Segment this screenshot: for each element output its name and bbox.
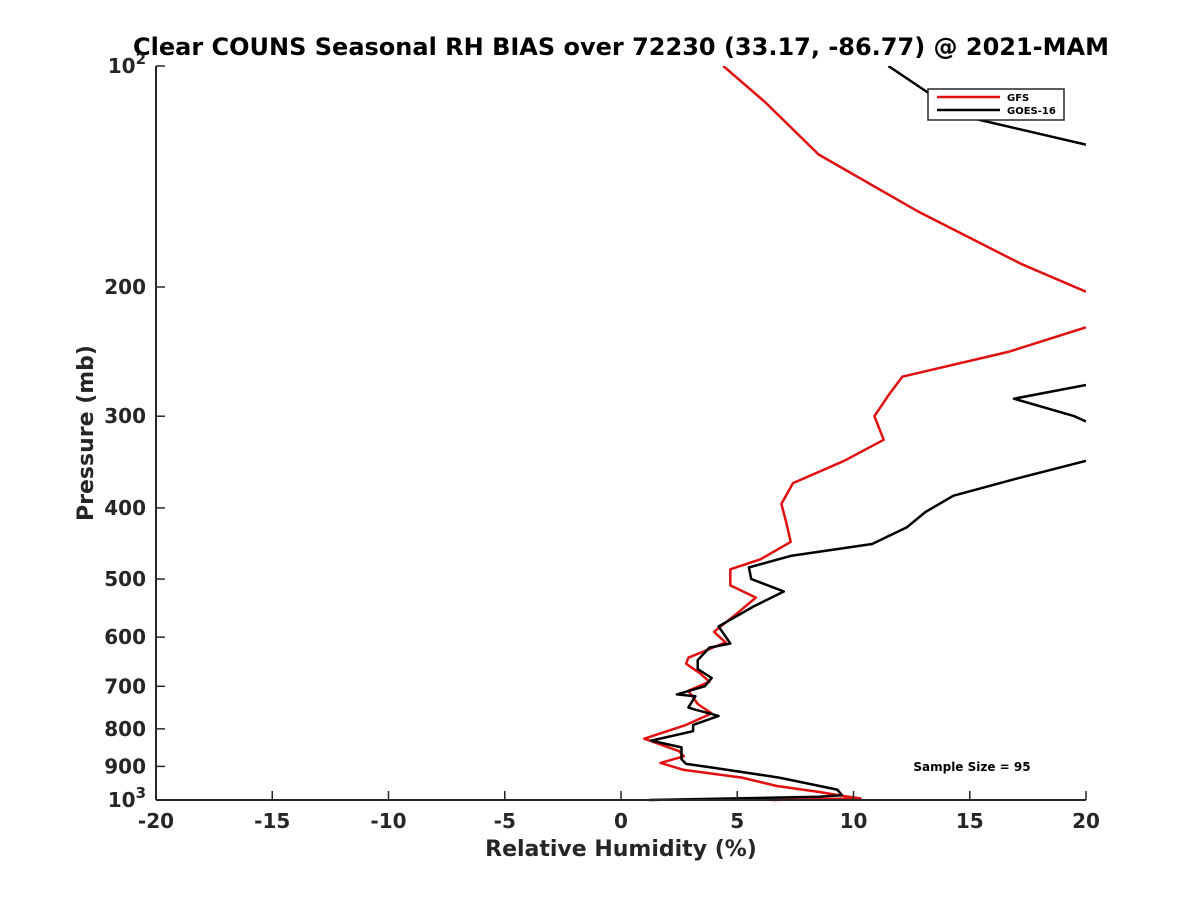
x-tick-label: -15 [254,809,290,833]
y-tick-exponent: 2 [136,50,146,68]
x-axis-label: Relative Humidity (%) [485,837,757,862]
x-ticks: -20 -15 -10 -5 0 5 10 15 20 [138,791,1100,833]
y-tick-label: 103 [108,784,146,812]
y-tick-label: 102 [108,50,146,78]
series-line-segment [1012,383,1086,423]
x-tick-label: 15 [956,809,984,833]
x-tick-label: 10 [840,809,868,833]
y-tick-base: 10 [108,788,136,812]
y-tick-base: 10 [108,54,136,78]
x-tick-label: 5 [730,809,744,833]
legend-label-gfs: GFS [1007,93,1029,104]
y-axis-label: Pressure (mb) [74,345,99,521]
legend-label-goes16: GOES-16 [1007,106,1056,117]
series-line-segment [643,326,1086,802]
series-line-segment [648,459,1086,802]
chart-title: Clear COUNS Seasonal RH BIAS over 72230 … [133,33,1109,61]
y-tick-label: 200 [104,275,146,299]
y-tick-label: 500 [104,567,146,591]
series-line-segment [722,66,1086,293]
legend: GFS GOES-16 [927,88,1065,121]
x-tick-label: 0 [614,809,628,833]
y-tick-label: 300 [104,404,146,428]
y-tick-label: 800 [104,717,146,741]
series-gfs [643,66,1086,802]
y-tick-label: 700 [104,674,146,698]
sample-size-annotation: Sample Size = 95 [913,760,1030,774]
y-tick-label: 400 [104,496,146,520]
x-tick-label: -5 [494,809,516,833]
y-tick-label: 600 [104,625,146,649]
legend-box [927,88,1065,121]
y-tick-exponent: 3 [136,784,146,802]
x-tick-label: -20 [138,809,174,833]
x-tick-label: 20 [1072,809,1100,833]
y-tick-label: 900 [104,754,146,778]
x-tick-label: -10 [370,809,406,833]
